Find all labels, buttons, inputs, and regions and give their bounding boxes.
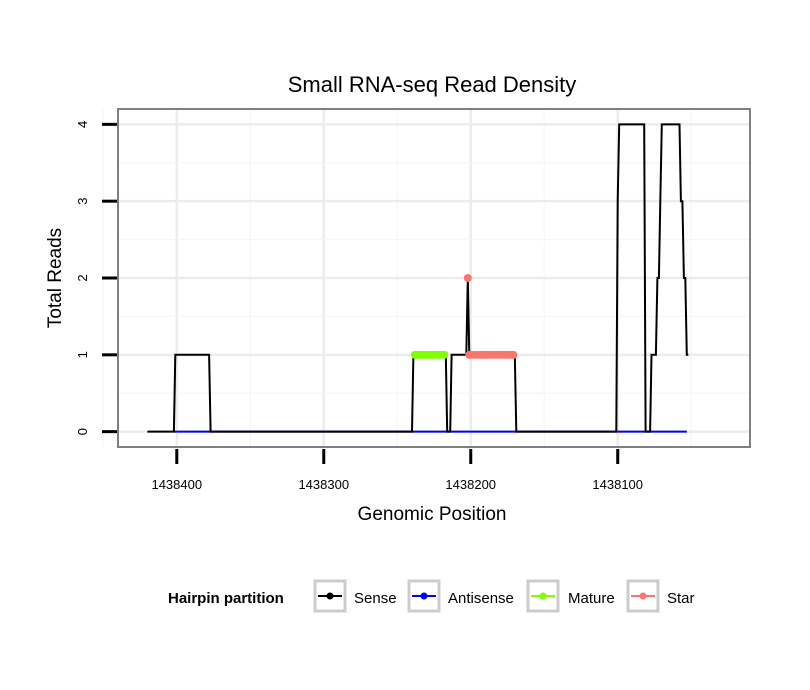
- plot-panel-border: [117, 108, 751, 448]
- legend-item-sense: Sense: [313, 579, 397, 613]
- y-tick-label: 2: [75, 274, 90, 281]
- x-tick-label: 1438300: [298, 477, 349, 492]
- x-axis: 1438400 1438300 1438200 1438100: [151, 449, 643, 492]
- legend-label-star: Star: [667, 590, 695, 607]
- legend-label-sense: Sense: [354, 590, 397, 607]
- x-tick-label: 1438200: [445, 477, 496, 492]
- y-tick-label: 1: [75, 351, 90, 358]
- x-tick-label: 1438400: [151, 477, 202, 492]
- series-layer: [147, 123, 689, 433]
- y-tick-label: 3: [75, 198, 90, 205]
- legend-key-dot-mature: [539, 592, 547, 600]
- legend: Hairpin partition Sense Antisense Mature St…: [168, 579, 695, 613]
- grid-lines: [102, 109, 750, 447]
- legend-title: Hairpin partition: [168, 590, 284, 607]
- y-tick-label: 0: [75, 428, 90, 435]
- x-axis-title: Genomic Position: [358, 504, 507, 525]
- mature-data-point: [440, 350, 449, 359]
- legend-key-dot-sense: [326, 592, 334, 600]
- legend-item-star: Star: [626, 579, 695, 613]
- legend-label-antisense: Antisense: [448, 590, 514, 607]
- legend-label-mature: Mature: [568, 590, 615, 607]
- chart-title: Small RNA-seq Read Density: [288, 72, 577, 97]
- y-axis: 0 1 2 3 4: [75, 121, 117, 435]
- legend-key-dot-antisense: [420, 592, 428, 600]
- y-tick-label: 4: [75, 121, 90, 128]
- legend-item-mature: Mature: [526, 579, 615, 613]
- legend-item-antisense: Antisense: [407, 579, 514, 613]
- star-data-point: [509, 350, 518, 359]
- x-tick-label: 1438100: [592, 477, 643, 492]
- legend-key-dot-star: [639, 592, 647, 600]
- y-axis-title: Total Reads: [45, 228, 66, 328]
- sense-series-line: [147, 123, 689, 433]
- star-data-point: [463, 274, 472, 282]
